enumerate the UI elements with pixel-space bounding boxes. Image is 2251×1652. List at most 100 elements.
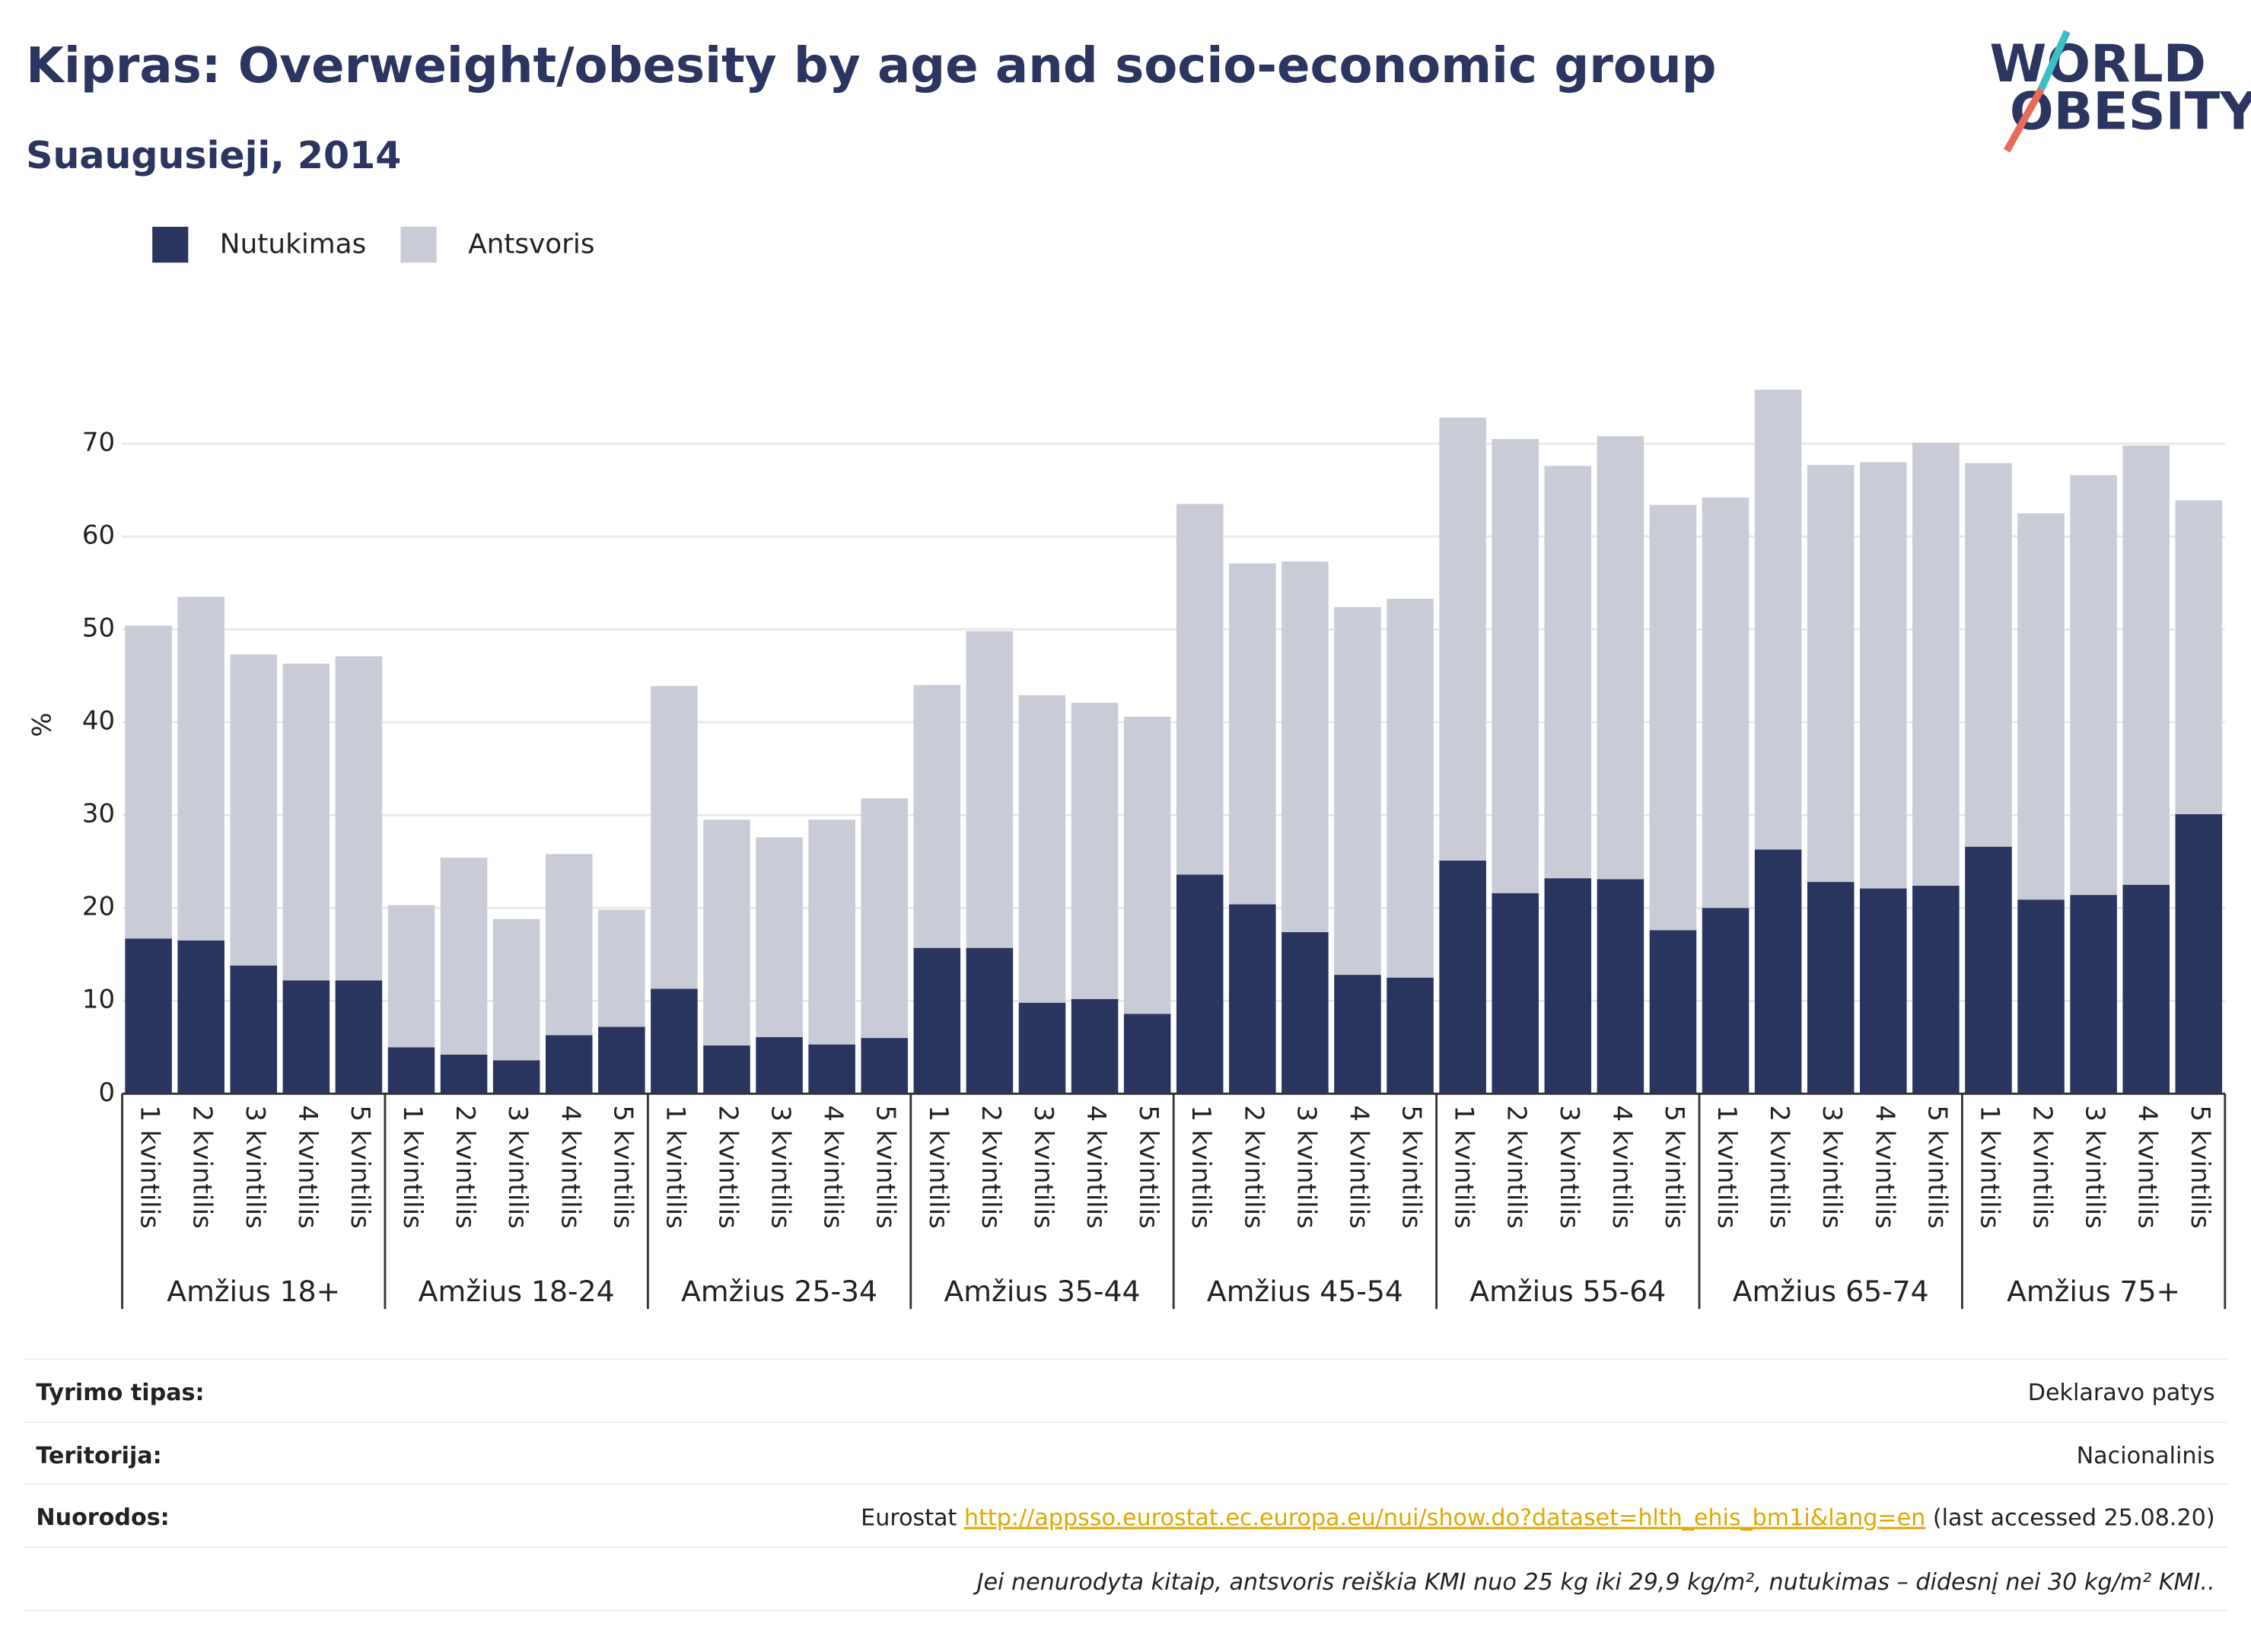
bar-segment	[2122, 884, 2170, 1094]
bar-segment	[2175, 500, 2223, 814]
x-tick-label: 3 kvintilis	[502, 1105, 533, 1228]
bar-segment	[913, 685, 961, 948]
bar-segment	[1334, 606, 1381, 976]
y-tick-label: 30	[82, 799, 115, 829]
y-tick-label: 20	[82, 892, 115, 922]
bar-segment	[1387, 598, 1434, 978]
bar-segment	[1123, 1014, 1171, 1094]
x-tick-label: 3 kvintilis	[1028, 1105, 1059, 1228]
logo: WORLD OBESITY	[1989, 30, 2251, 153]
note: (last accessed 25.08.20)	[1933, 1504, 2215, 1531]
x-tick-label: 1 kvintilis	[1974, 1105, 2004, 1228]
x-tick-label: 2 kvintilis	[1764, 1105, 1794, 1228]
bar-segment	[545, 854, 593, 1036]
source: Eurostat	[861, 1504, 957, 1531]
bar-segment	[1176, 504, 1224, 875]
x-tick-label: 3 kvintilis	[1291, 1105, 1321, 1228]
bar-segment	[1123, 716, 1171, 1014]
bar-segment	[1597, 436, 1644, 880]
logo-text: OBESITY	[2010, 81, 2251, 142]
y-tick-label: 70	[82, 428, 115, 458]
bar-segment	[1965, 846, 2012, 1094]
bar-segment	[387, 1047, 435, 1094]
x-tick-label: 1 kvintilis	[1186, 1105, 1216, 1228]
bar-segment	[1912, 442, 1960, 886]
legend-label: Nutukimas	[220, 229, 367, 260]
bar-segment	[1071, 702, 1119, 999]
x-tick-label: 5 kvintilis	[1921, 1105, 1952, 1228]
bar-segment	[1018, 695, 1066, 1003]
bar-segment	[2122, 445, 2170, 885]
bar-segment	[703, 820, 750, 1046]
x-tick-label: 4 kvintilis	[2132, 1105, 2163, 1228]
logo-text: WORLD	[1989, 34, 2206, 94]
bar-segment	[125, 938, 172, 1094]
bar-segment	[1018, 1002, 1066, 1094]
bar-segment	[1282, 562, 1329, 932]
chart-title: Kipras: Overweight/obesity by age and so…	[26, 37, 1716, 94]
bar-segment	[177, 940, 224, 1094]
y-tick-label: 0	[99, 1077, 116, 1108]
x-tick-label: 4 kvintilis	[818, 1105, 849, 1228]
bar-segment	[1492, 438, 1539, 893]
bar-segment	[545, 1035, 593, 1094]
y-tick-label: 40	[82, 706, 115, 737]
y-axis-label: %	[27, 712, 57, 737]
bar-segment	[230, 654, 278, 966]
bar-segment	[808, 820, 855, 1045]
footnote: Jei nenurodyta kitaip, antsvoris reiškia…	[973, 1569, 2215, 1596]
group-label: Amžius 35-44	[944, 1275, 1140, 1308]
bar-segment	[2017, 513, 2065, 900]
bar-segment	[1860, 888, 1907, 1094]
bar-segment	[1807, 882, 1855, 1094]
legend-swatch	[400, 227, 437, 263]
x-tick-label: 2 kvintilis	[976, 1105, 1006, 1228]
bar-segment	[861, 798, 909, 1039]
x-tick-label: 1 kvintilis	[923, 1105, 954, 1228]
bar-segment	[756, 837, 803, 1037]
x-tick-label: 3 kvintilis	[240, 1105, 270, 1228]
bar-segment	[1649, 930, 1697, 1094]
bar-segment	[282, 980, 330, 1094]
group-label: Amžius 55-64	[1469, 1275, 1666, 1308]
bar-segment	[703, 1045, 750, 1094]
row-label: Nuorodos:	[36, 1504, 169, 1531]
bar-segment	[1439, 860, 1486, 1094]
x-tick-label: 5 kvintilis	[345, 1105, 375, 1228]
bar-segment	[335, 980, 383, 1094]
group-label: Amžius 65-74	[1733, 1275, 1929, 1308]
x-tick-label: 5 kvintilis	[1396, 1105, 1427, 1228]
bar-segment	[913, 947, 961, 1094]
y-tick-label: 50	[82, 613, 115, 644]
bar-segment	[861, 1038, 909, 1094]
x-tick-label: 5 kvintilis	[2185, 1105, 2215, 1228]
bar-segment	[335, 656, 383, 981]
x-tick-label: 3 kvintilis	[1816, 1105, 1847, 1228]
bar-segment	[440, 1055, 488, 1094]
group-label: Amžius 45-54	[1207, 1275, 1403, 1308]
bar-segment	[1702, 908, 1750, 1094]
x-tick-label: 5 kvintilis	[1133, 1105, 1164, 1228]
logo-slash	[2004, 87, 2045, 153]
bar-segment	[598, 1027, 645, 1094]
group-label: Amžius 18+	[167, 1275, 340, 1308]
bar-segment	[440, 858, 488, 1055]
bar-segment	[2017, 899, 2065, 1094]
x-tick-label: 1 kvintilis	[397, 1105, 428, 1228]
bar-segment	[1282, 931, 1329, 1094]
row-value: Nacionalinis	[2077, 1443, 2215, 1469]
x-tick-label: 4 kvintilis	[292, 1105, 323, 1228]
bar-segment	[1387, 977, 1434, 1094]
bar-segment	[1597, 879, 1644, 1094]
x-tick-label: 2 kvintilis	[712, 1105, 743, 1228]
x-tick-label: 1 kvintilis	[660, 1105, 690, 1228]
bar-segment	[1807, 465, 1855, 883]
bar-segment	[387, 905, 435, 1048]
bar-segment	[1649, 505, 1697, 931]
bar-segment	[492, 918, 540, 1061]
bar-segment	[1544, 878, 1592, 1094]
link[interactable]: http://appsso.eurostat.ec.europa.eu/nui/…	[964, 1504, 1925, 1531]
bar-segment	[1702, 497, 1750, 909]
